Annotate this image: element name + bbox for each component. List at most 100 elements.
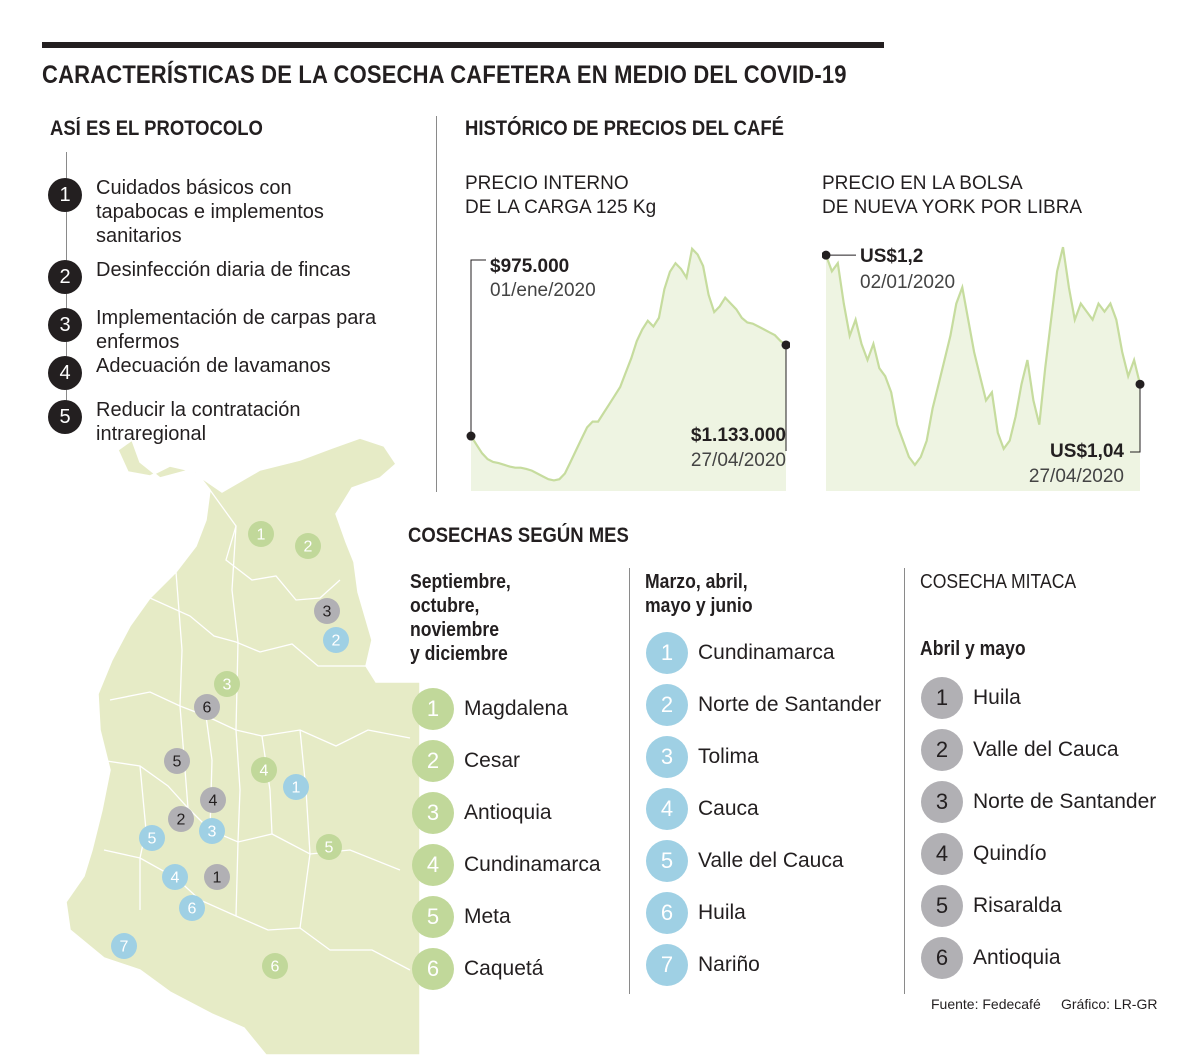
- protocol-step-number: 5: [48, 400, 82, 434]
- protocol-step-text: Implementación de carpas para enfermos: [96, 307, 377, 353]
- chart-series-line: [470, 246, 787, 482]
- col2-item: 4 Cauca: [646, 788, 759, 830]
- col1-heading-line: noviembre: [410, 619, 500, 641]
- map-marker-blue: [179, 895, 205, 921]
- internal-label-line2: DE LA CARGA 125 Kg: [465, 197, 657, 218]
- map-marker-grey: [204, 864, 230, 890]
- protocol-step-number: 2: [48, 260, 82, 294]
- protocol-step-text: Adecuación de lavamanos: [96, 355, 331, 377]
- col2-item-number: 2: [646, 684, 688, 726]
- map-marker-green: [214, 671, 240, 697]
- map-marker-label: 3: [323, 604, 332, 621]
- internal-end-value: $1.133.000: [690, 425, 786, 446]
- col1-item-name: Caquetá: [464, 957, 544, 980]
- map-marker-green: [316, 834, 342, 860]
- col3-item: 5 Risaralda: [921, 885, 1062, 927]
- col2-item-number: 1: [646, 632, 688, 674]
- map-marker-label: 3: [208, 824, 217, 841]
- col3-item-name: Risaralda: [973, 894, 1062, 917]
- start-point: [822, 250, 831, 260]
- col2-item: 7 Nariño: [646, 944, 760, 986]
- protocol-step-text: Reducir la contratación intraregional: [96, 399, 301, 445]
- map-marker-label: 7: [120, 939, 129, 956]
- end-leader-line: [1130, 384, 1141, 453]
- col1-item-number: 4: [412, 844, 454, 886]
- map-marker-label: 6: [188, 901, 197, 918]
- protocol-heading: ASÍ ES EL PROTOCOLO: [50, 117, 263, 140]
- map-marker-blue: [199, 818, 225, 844]
- map-landmass: [65, 437, 420, 1055]
- col3-item-number: 1: [921, 677, 963, 719]
- col1-heading-line: y diciembre: [410, 643, 508, 665]
- map-borders: [99, 489, 411, 971]
- protocol-step-number: 1: [48, 178, 82, 212]
- map-marker-blue: [139, 825, 165, 851]
- map-marker-label: 4: [171, 870, 180, 887]
- col2-item-name: Huila: [698, 901, 746, 924]
- map-marker-green: [262, 953, 288, 979]
- end-point: [781, 340, 790, 350]
- col1-heading-line: octubre,: [410, 595, 480, 617]
- page-title: CARACTERÍSTICAS DE LA COSECHA CAFETERA E…: [42, 61, 847, 89]
- col3-item-name: Valle del Cauca: [973, 738, 1119, 761]
- col1-item: 6 Caquetá: [412, 948, 543, 990]
- ny-start-value: US$1,2: [860, 246, 924, 267]
- map-marker-label: 6: [203, 700, 212, 717]
- col1-item: 4 Cundinamarca: [412, 844, 601, 886]
- col3-item: 1 Huila: [921, 677, 1021, 719]
- col1-item-name: Cesar: [464, 749, 521, 772]
- protocol-step-text: Desinfección diaria de fincas: [96, 259, 351, 281]
- map-marker-label: 3: [223, 677, 232, 694]
- col3-item: 6 Antioquia: [921, 937, 1061, 979]
- col1-heading-line: Septiembre,: [410, 571, 511, 593]
- map-marker-grey: [164, 748, 190, 774]
- ny-start-date: 02/01/2020: [860, 272, 956, 293]
- prices-heading: HISTÓRICO DE PRECIOS DEL CAFÉ: [465, 117, 784, 140]
- map-marker-green: [295, 533, 321, 559]
- end-point: [1135, 379, 1145, 389]
- internal-end-date: 27/04/2020: [690, 450, 786, 471]
- col2-item-name: Valle del Cauca: [698, 849, 844, 872]
- ny-price-chart: [822, 246, 1145, 491]
- col3-item: 3 Norte de Santander: [921, 781, 1156, 823]
- map-marker-label: 2: [304, 539, 313, 556]
- protocol-step-text: Cuidados básicos con tapabocas e impleme…: [96, 177, 324, 247]
- map-marker-label: 4: [209, 793, 218, 810]
- map-marker-grey: [168, 806, 194, 832]
- chart-area: [471, 248, 786, 491]
- col1-item-number: 1: [412, 688, 454, 730]
- col1-item-number: 6: [412, 948, 454, 990]
- col3-item-number: 4: [921, 833, 963, 875]
- col3-item-number: 6: [921, 937, 963, 979]
- col2-item: 6 Huila: [646, 892, 746, 934]
- ny-end-date: 27/04/2020: [1028, 466, 1124, 487]
- col2-heading-line: Marzo, abril,: [645, 571, 748, 593]
- col3-item-name: Antioquia: [973, 946, 1061, 969]
- chart-area: [826, 247, 1140, 491]
- internal-price-chart: [466, 246, 790, 491]
- col2-item-name: Norte de Santander: [698, 693, 882, 716]
- map-marker-label: 2: [177, 812, 186, 829]
- col1-item-name: Meta: [464, 905, 511, 928]
- map-marker-label: 1: [292, 780, 301, 797]
- col2-item-name: Cauca: [698, 797, 759, 820]
- col1-item-name: Antioquia: [464, 801, 552, 824]
- map-marker-label: 4: [260, 763, 269, 780]
- col2-heading-line: mayo y junio: [645, 595, 753, 617]
- map-marker-blue: [111, 933, 137, 959]
- col3-item-number: 3: [921, 781, 963, 823]
- start-leader-line: [470, 259, 486, 437]
- col2-item: 3 Tolima: [646, 736, 759, 778]
- map-marker-label: 5: [173, 754, 182, 771]
- col2-item: 5 Valle del Cauca: [646, 840, 844, 882]
- col1-item-number: 2: [412, 740, 454, 782]
- credit-text: Gráfico: LR-GR: [1061, 996, 1158, 1012]
- col2-item-number: 6: [646, 892, 688, 934]
- col1-item-name: Magdalena: [464, 697, 568, 720]
- col1-item: 2 Cesar: [412, 740, 520, 782]
- chart-series-line: [824, 246, 1142, 467]
- ny-price-label: PRECIO EN LA BOLSA DE NUEVA YORK POR LIB…: [822, 172, 1082, 220]
- col3-heading: COSECHA MITACA: [920, 571, 1077, 593]
